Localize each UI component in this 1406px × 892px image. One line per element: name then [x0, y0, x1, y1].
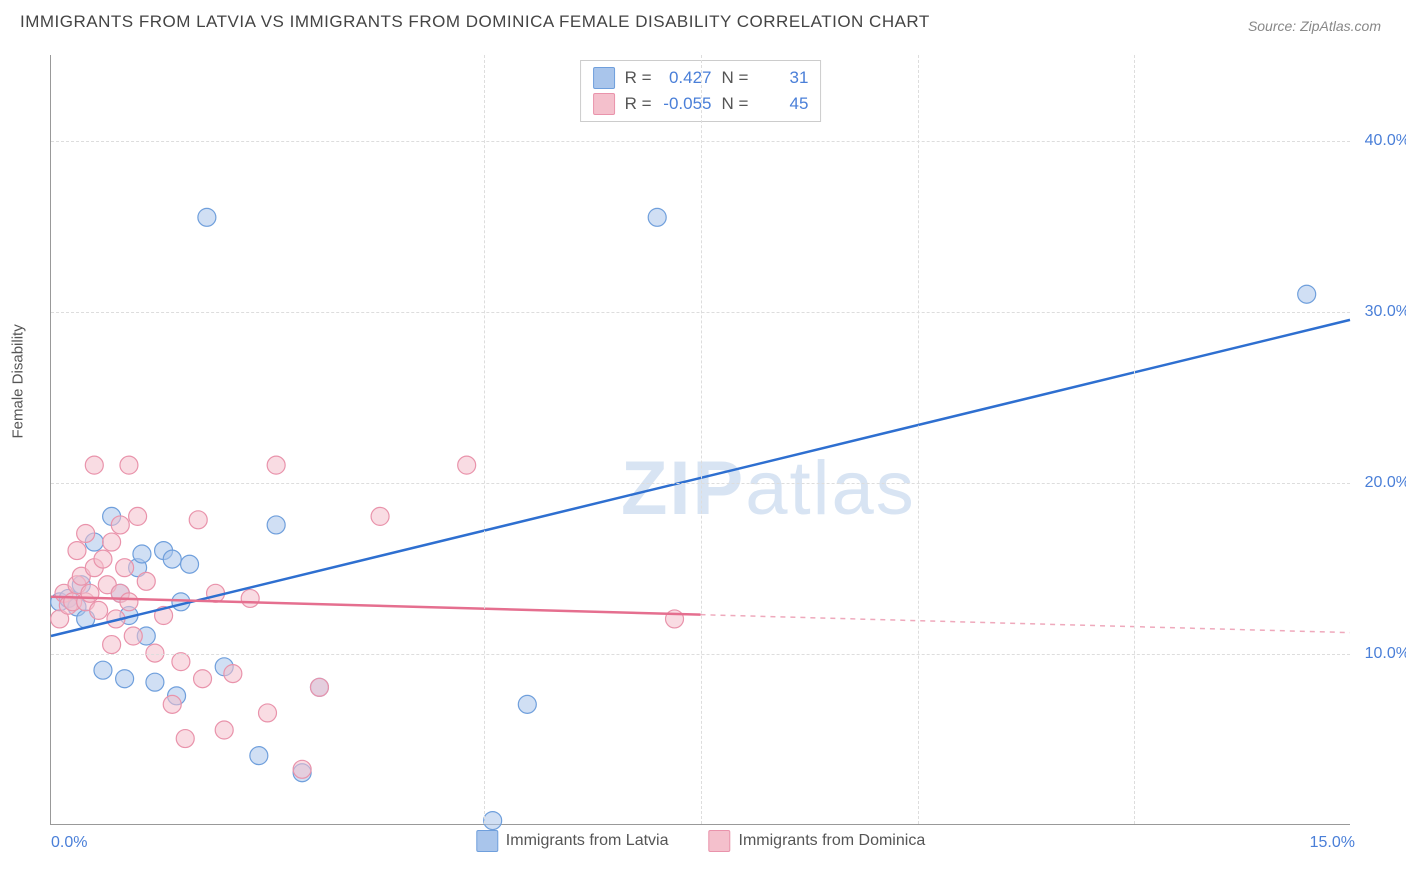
data-point: [267, 516, 285, 534]
data-point: [241, 589, 259, 607]
data-point: [111, 516, 129, 534]
plot-area: ZIPatlas R = 0.427 N = 31 R = -0.055 N =…: [50, 55, 1350, 825]
r-value-latvia: 0.427: [662, 68, 712, 88]
data-point: [176, 730, 194, 748]
data-point: [310, 678, 328, 696]
data-point: [1298, 285, 1316, 303]
y-tick-label: 20.0%: [1355, 474, 1406, 492]
data-point: [172, 653, 190, 671]
gridline-v: [701, 55, 702, 824]
gridline-v: [918, 55, 919, 824]
y-tick-label: 30.0%: [1355, 303, 1406, 321]
data-point: [120, 456, 138, 474]
gridline-v: [1134, 55, 1135, 824]
data-point: [124, 627, 142, 645]
data-point: [133, 545, 151, 563]
n-label: N =: [722, 68, 749, 88]
data-point: [103, 636, 121, 654]
data-point: [259, 704, 277, 722]
r-label: R =: [625, 68, 652, 88]
data-point: [181, 555, 199, 573]
data-point: [120, 593, 138, 611]
data-point: [163, 550, 181, 568]
data-point: [163, 695, 181, 713]
data-point: [116, 559, 134, 577]
data-point: [518, 695, 536, 713]
swatch-dominica: [593, 93, 615, 115]
x-tick-max: 15.0%: [1310, 834, 1355, 852]
data-point: [189, 511, 207, 529]
r-value-dominica: -0.055: [662, 94, 712, 114]
swatch-latvia-icon: [476, 830, 498, 852]
data-point: [250, 747, 268, 765]
data-point: [137, 572, 155, 590]
data-point: [198, 208, 216, 226]
data-point: [90, 601, 108, 619]
data-point: [81, 584, 99, 602]
legend-item-dominica: Immigrants from Dominica: [709, 830, 926, 852]
data-point: [458, 456, 476, 474]
n-value-dominica: 45: [758, 94, 808, 114]
y-tick-label: 40.0%: [1355, 132, 1406, 150]
data-point: [94, 661, 112, 679]
y-axis-label: Female Disability: [10, 324, 27, 438]
chart-title: IMMIGRANTS FROM LATVIA VS IMMIGRANTS FRO…: [20, 12, 930, 32]
legend-label-dominica: Immigrants from Dominica: [739, 832, 926, 850]
x-tick-min: 0.0%: [51, 834, 87, 852]
data-point: [267, 456, 285, 474]
data-point: [224, 665, 242, 683]
data-point: [215, 721, 233, 739]
data-point: [116, 670, 134, 688]
data-point: [648, 208, 666, 226]
legend-label-latvia: Immigrants from Latvia: [506, 832, 669, 850]
data-point: [146, 673, 164, 691]
y-tick-label: 10.0%: [1355, 645, 1406, 663]
source-attribution: Source: ZipAtlas.com: [1248, 18, 1381, 34]
regression-line-extrapolated: [701, 615, 1351, 633]
data-point: [94, 550, 112, 568]
swatch-latvia: [593, 67, 615, 89]
data-point: [293, 760, 311, 778]
legend-item-latvia: Immigrants from Latvia: [476, 830, 669, 852]
swatch-dominica-icon: [709, 830, 731, 852]
data-point: [77, 525, 95, 543]
data-point: [129, 507, 147, 525]
n-value-latvia: 31: [758, 68, 808, 88]
gridline-v: [484, 55, 485, 824]
data-point: [484, 812, 502, 830]
data-point: [85, 456, 103, 474]
data-point: [103, 533, 121, 551]
n-label: N =: [722, 94, 749, 114]
r-label: R =: [625, 94, 652, 114]
data-point: [194, 670, 212, 688]
series-legend: Immigrants from Latvia Immigrants from D…: [476, 830, 925, 852]
data-point: [371, 507, 389, 525]
data-point: [68, 542, 86, 560]
